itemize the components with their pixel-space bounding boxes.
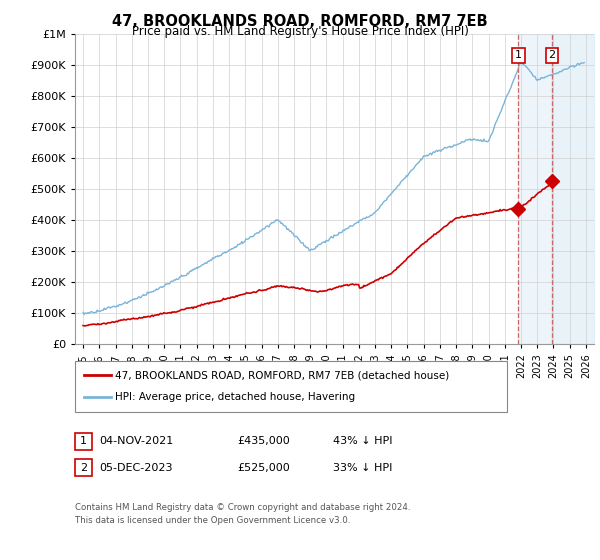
Text: 05-DEC-2023: 05-DEC-2023 xyxy=(99,463,173,473)
Text: Contains HM Land Registry data © Crown copyright and database right 2024.: Contains HM Land Registry data © Crown c… xyxy=(75,503,410,512)
Text: 47, BROOKLANDS ROAD, ROMFORD, RM7 7EB (detached house): 47, BROOKLANDS ROAD, ROMFORD, RM7 7EB (d… xyxy=(115,370,449,380)
Text: 2: 2 xyxy=(80,463,87,473)
Text: 2: 2 xyxy=(548,50,556,60)
Text: 1: 1 xyxy=(515,50,522,60)
Text: HPI: Average price, detached house, Havering: HPI: Average price, detached house, Have… xyxy=(115,393,355,403)
Text: 47, BROOKLANDS ROAD, ROMFORD, RM7 7EB: 47, BROOKLANDS ROAD, ROMFORD, RM7 7EB xyxy=(112,14,488,29)
Text: £435,000: £435,000 xyxy=(237,436,290,446)
Text: 33% ↓ HPI: 33% ↓ HPI xyxy=(333,463,392,473)
Text: £525,000: £525,000 xyxy=(237,463,290,473)
Text: 43% ↓ HPI: 43% ↓ HPI xyxy=(333,436,392,446)
Text: 04-NOV-2021: 04-NOV-2021 xyxy=(99,436,173,446)
Text: Price paid vs. HM Land Registry's House Price Index (HPI): Price paid vs. HM Land Registry's House … xyxy=(131,25,469,38)
Text: This data is licensed under the Open Government Licence v3.0.: This data is licensed under the Open Gov… xyxy=(75,516,350,525)
Text: 1: 1 xyxy=(80,436,87,446)
Bar xyxy=(518,34,552,344)
